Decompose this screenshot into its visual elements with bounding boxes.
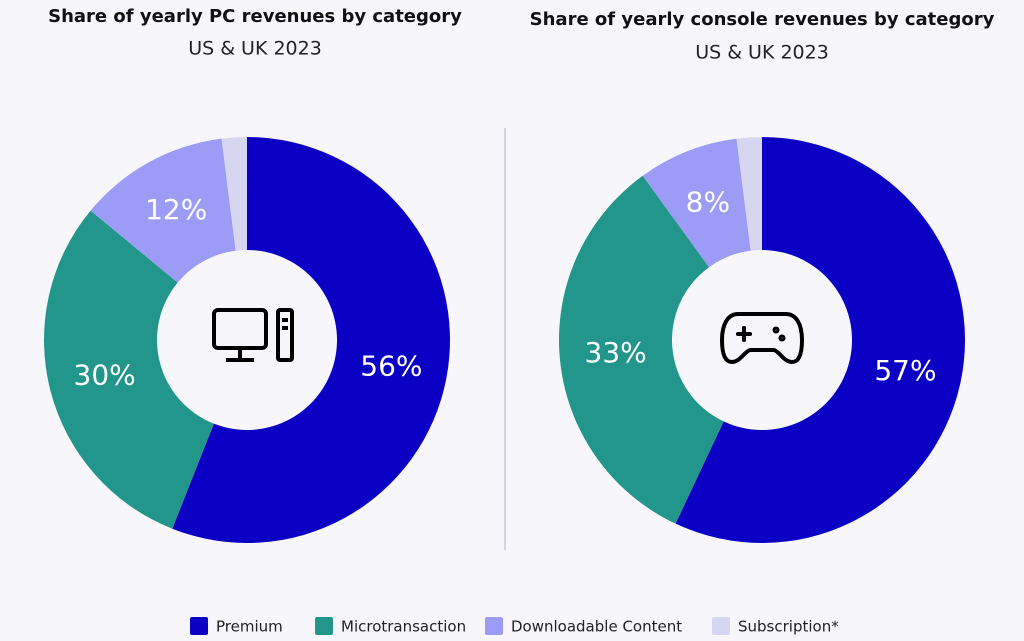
legend-swatch [485,617,503,635]
data-label: 30% [74,359,136,392]
data-label: 8% [686,185,730,218]
charts: 56% 30% 12% 57% 33% 8% [43,137,965,543]
legend-swatch [190,617,208,635]
legend-label: Premium [216,618,283,636]
legend-label: Downloadable Content [511,618,682,636]
donut-slice [642,138,751,268]
data-label: 12% [145,193,207,226]
donut-slice [675,137,965,543]
legend-label: Subscription* [738,618,839,636]
donut-slice [559,175,724,524]
chart-title: Share of yearly console revenues by cate… [530,9,995,30]
donut-slice [90,138,236,283]
chart-subtitle: US & UK 2023 [188,38,322,60]
chart-subtitle: US & UK 2023 [695,42,829,64]
legend-swatch [712,617,730,635]
donut-slice [172,137,450,543]
data-label: 57% [874,354,936,387]
legend-swatch [315,617,333,635]
gamepad-icon [720,312,804,364]
data-label: 56% [360,350,422,383]
chart-title: Share of yearly PC revenues by category [48,6,462,27]
donut-slice [736,137,762,251]
donut-slice [221,137,247,251]
legend-label: Microtransaction [341,618,466,636]
pc-icon [212,308,294,362]
data-label: 33% [585,336,647,369]
legend: Premium Microtransaction Downloadable Cont… [190,617,839,636]
donut-slice [43,210,214,529]
